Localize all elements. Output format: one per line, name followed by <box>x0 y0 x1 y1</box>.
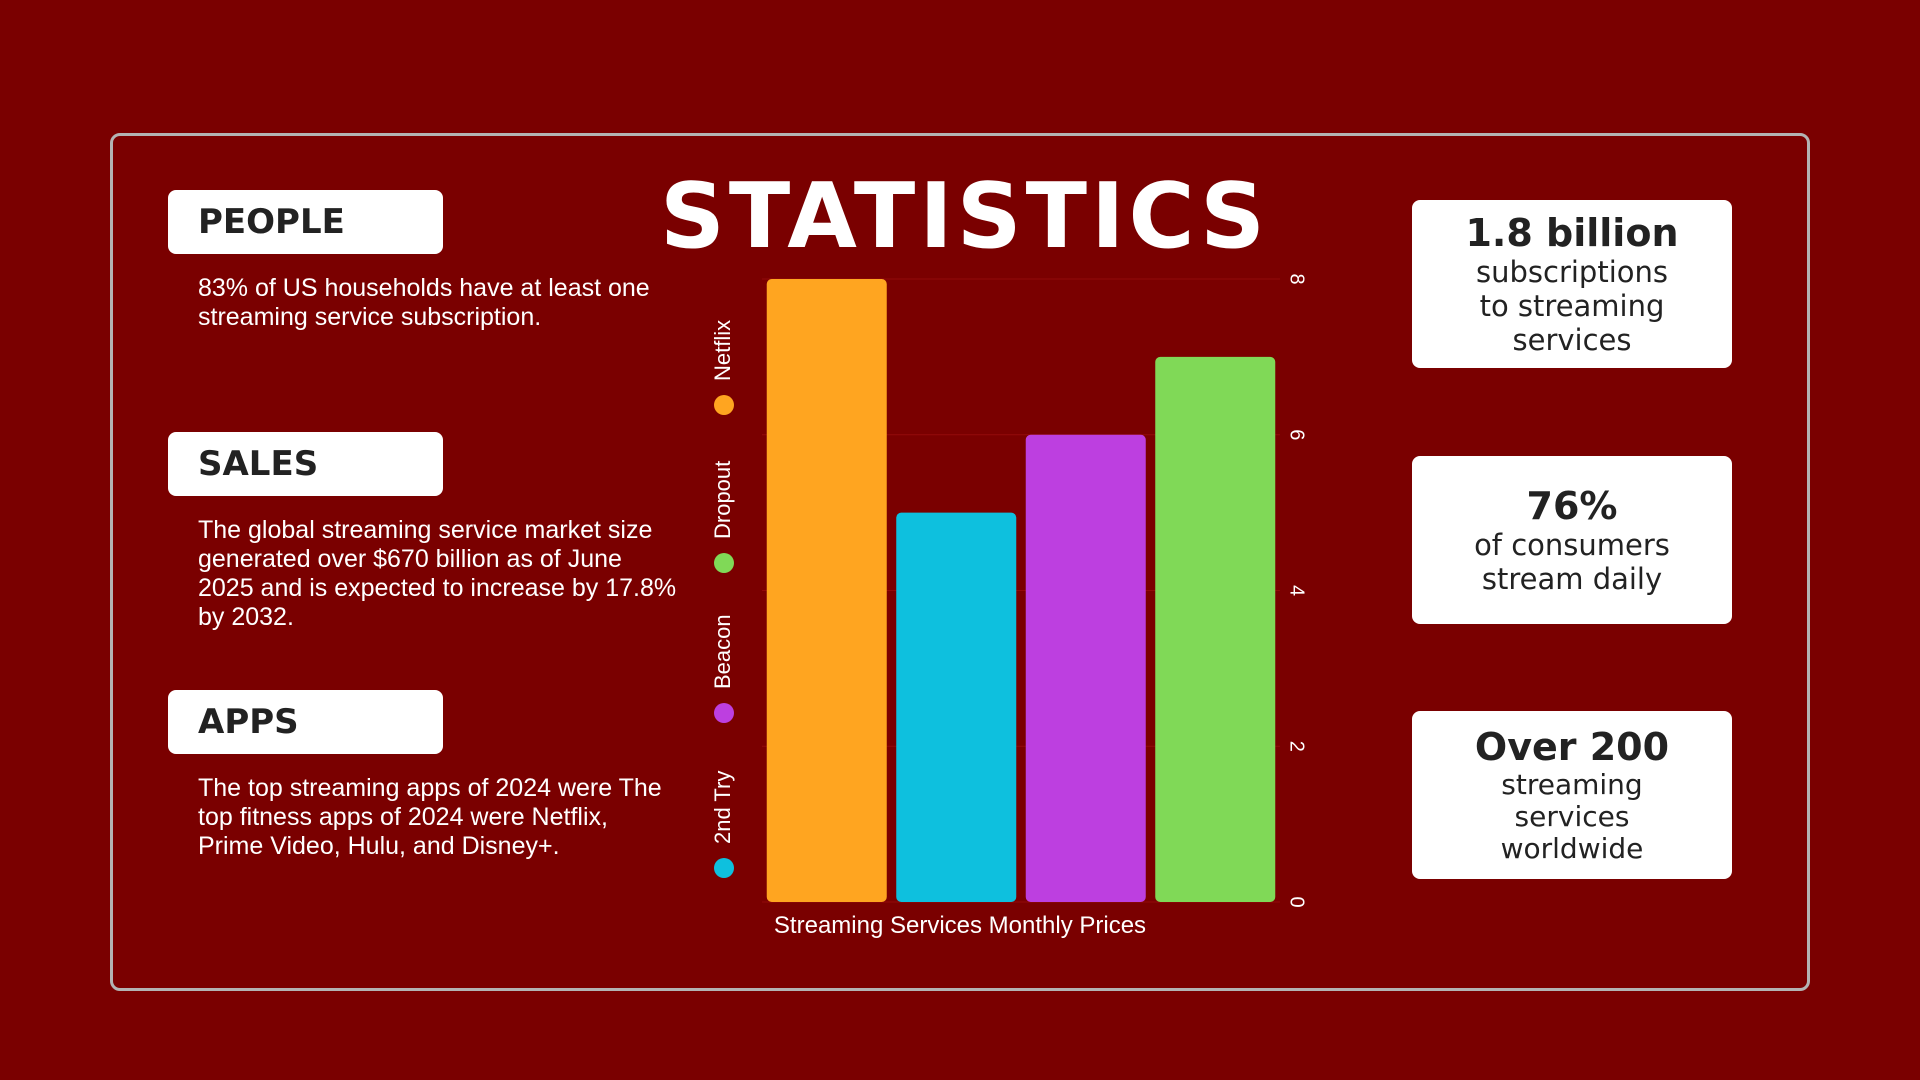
people-label-box: PEOPLE <box>168 190 443 254</box>
legend-label: Beacon <box>710 614 735 689</box>
legend-label: Netflix <box>710 320 735 381</box>
legend-marker <box>714 703 734 723</box>
page-title: STATISTICS <box>660 164 1270 269</box>
legend-label: 2nd Try <box>710 771 735 844</box>
legend-marker <box>714 858 734 878</box>
legend-marker <box>714 553 734 573</box>
stat-value: 1.8 billion <box>1465 211 1679 255</box>
stat-card-services: Over 200 streaming services worldwide <box>1412 711 1732 879</box>
y-tick-label: 6 <box>1286 429 1308 440</box>
stat-value: Over 200 <box>1474 725 1670 769</box>
y-tick-label: 8 <box>1286 273 1308 284</box>
apps-label-box: APPS <box>168 690 443 754</box>
chart-x-axis-label: Streaming Services Monthly Prices <box>773 912 1147 939</box>
sales-label-box: SALES <box>168 432 443 496</box>
stat-caption: of consumers stream daily <box>1474 528 1670 596</box>
content-frame <box>110 133 1810 991</box>
sales-description: The global streaming service market size… <box>198 516 677 631</box>
people-description: 83% of US households have at least one s… <box>198 274 650 331</box>
legend-label: Dropout <box>710 461 735 539</box>
bar-netflix <box>766 279 887 902</box>
bar-2nd-try <box>896 512 1017 902</box>
stat-card-daily: 76% of consumers stream daily <box>1412 456 1732 624</box>
y-tick-label: 2 <box>1286 741 1308 752</box>
stat-value: 76% <box>1526 484 1618 528</box>
y-tick-label: 0 <box>1286 896 1308 907</box>
stat-caption: streaming services worldwide <box>1500 768 1644 865</box>
bar-dropout <box>1155 356 1276 902</box>
y-tick-label: 4 <box>1286 585 1308 596</box>
bar-beacon <box>1025 434 1146 902</box>
stat-card-subscriptions: 1.8 billion subscriptions to streaming s… <box>1412 200 1732 368</box>
stat-caption: subscriptions to streaming services <box>1476 255 1668 357</box>
apps-description: The top streaming apps of 2024 were The … <box>198 774 662 860</box>
legend-marker <box>714 395 734 415</box>
